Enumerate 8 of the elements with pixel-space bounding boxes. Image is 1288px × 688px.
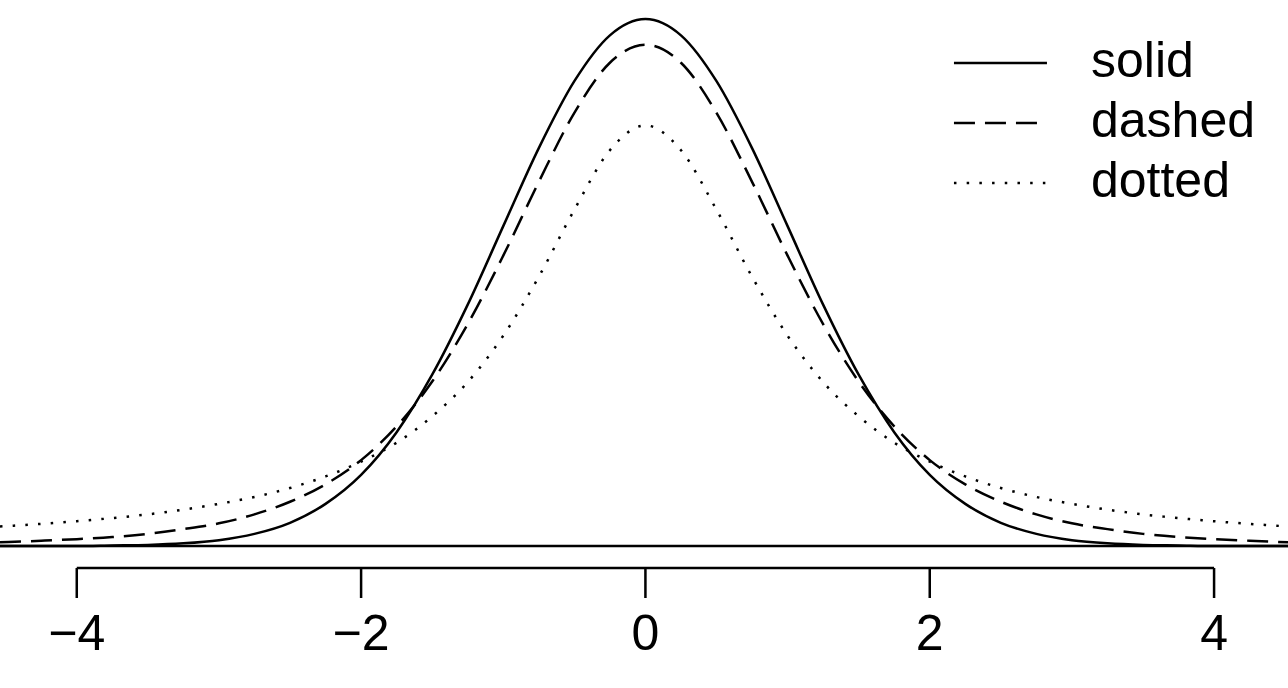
x-tick-label: 2 [915, 604, 944, 661]
legend-label: dotted [1090, 151, 1230, 208]
legend-label: solid [1090, 31, 1194, 88]
legend-label: dashed [1090, 91, 1256, 148]
x-tick-label: −4 [48, 604, 106, 661]
x-tick-label: 0 [631, 604, 660, 661]
x-tick-label: −2 [332, 604, 390, 661]
x-tick-label: 4 [1200, 604, 1228, 661]
